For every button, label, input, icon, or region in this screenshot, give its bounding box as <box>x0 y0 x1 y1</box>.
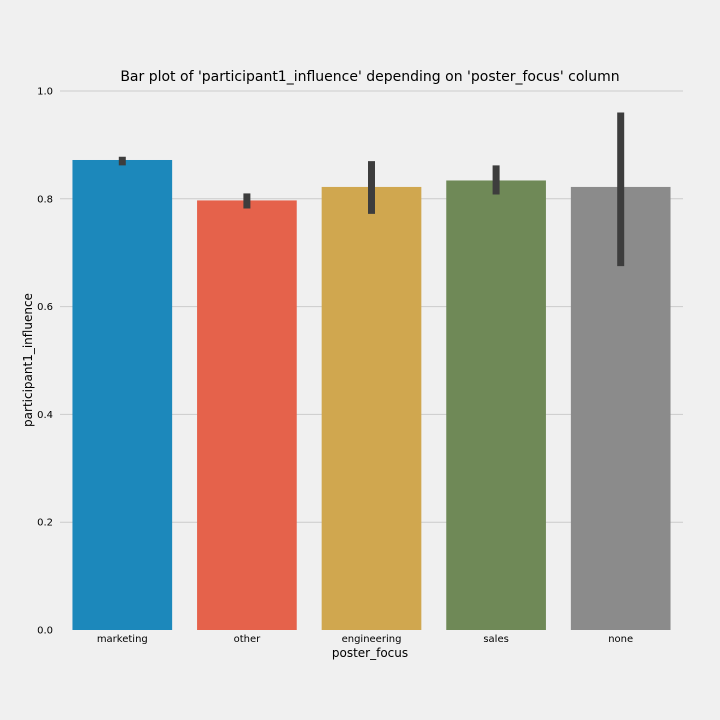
x-axis-ticks: marketing other engineering sales none <box>97 634 633 645</box>
x-tick-label: engineering <box>342 634 402 645</box>
bar-engineering <box>321 186 422 630</box>
bar-marketing <box>72 159 173 630</box>
y-tick-label: 0.4 <box>37 410 53 421</box>
x-axis-label: poster_focus <box>332 646 408 660</box>
bars <box>72 159 671 631</box>
error-bars <box>118 112 625 267</box>
x-tick-label: none <box>608 634 633 645</box>
y-tick-label: 0.0 <box>37 626 53 637</box>
x-tick-label: other <box>234 634 262 645</box>
y-tick-label: 1.0 <box>37 87 53 98</box>
y-axis-ticks: 0.0 0.2 0.4 0.6 0.8 1.0 <box>37 87 53 637</box>
y-tick-label: 0.8 <box>37 194 53 205</box>
y-axis-label: participant1_influence <box>21 293 35 427</box>
bar-sales <box>446 180 546 630</box>
chart-title: Bar plot of 'participant1_influence' dep… <box>120 69 619 85</box>
x-tick-label: sales <box>483 634 508 645</box>
x-tick-label: marketing <box>97 634 148 645</box>
y-tick-label: 0.2 <box>37 518 53 529</box>
y-tick-label: 0.6 <box>37 302 53 313</box>
bar-other <box>197 200 297 631</box>
